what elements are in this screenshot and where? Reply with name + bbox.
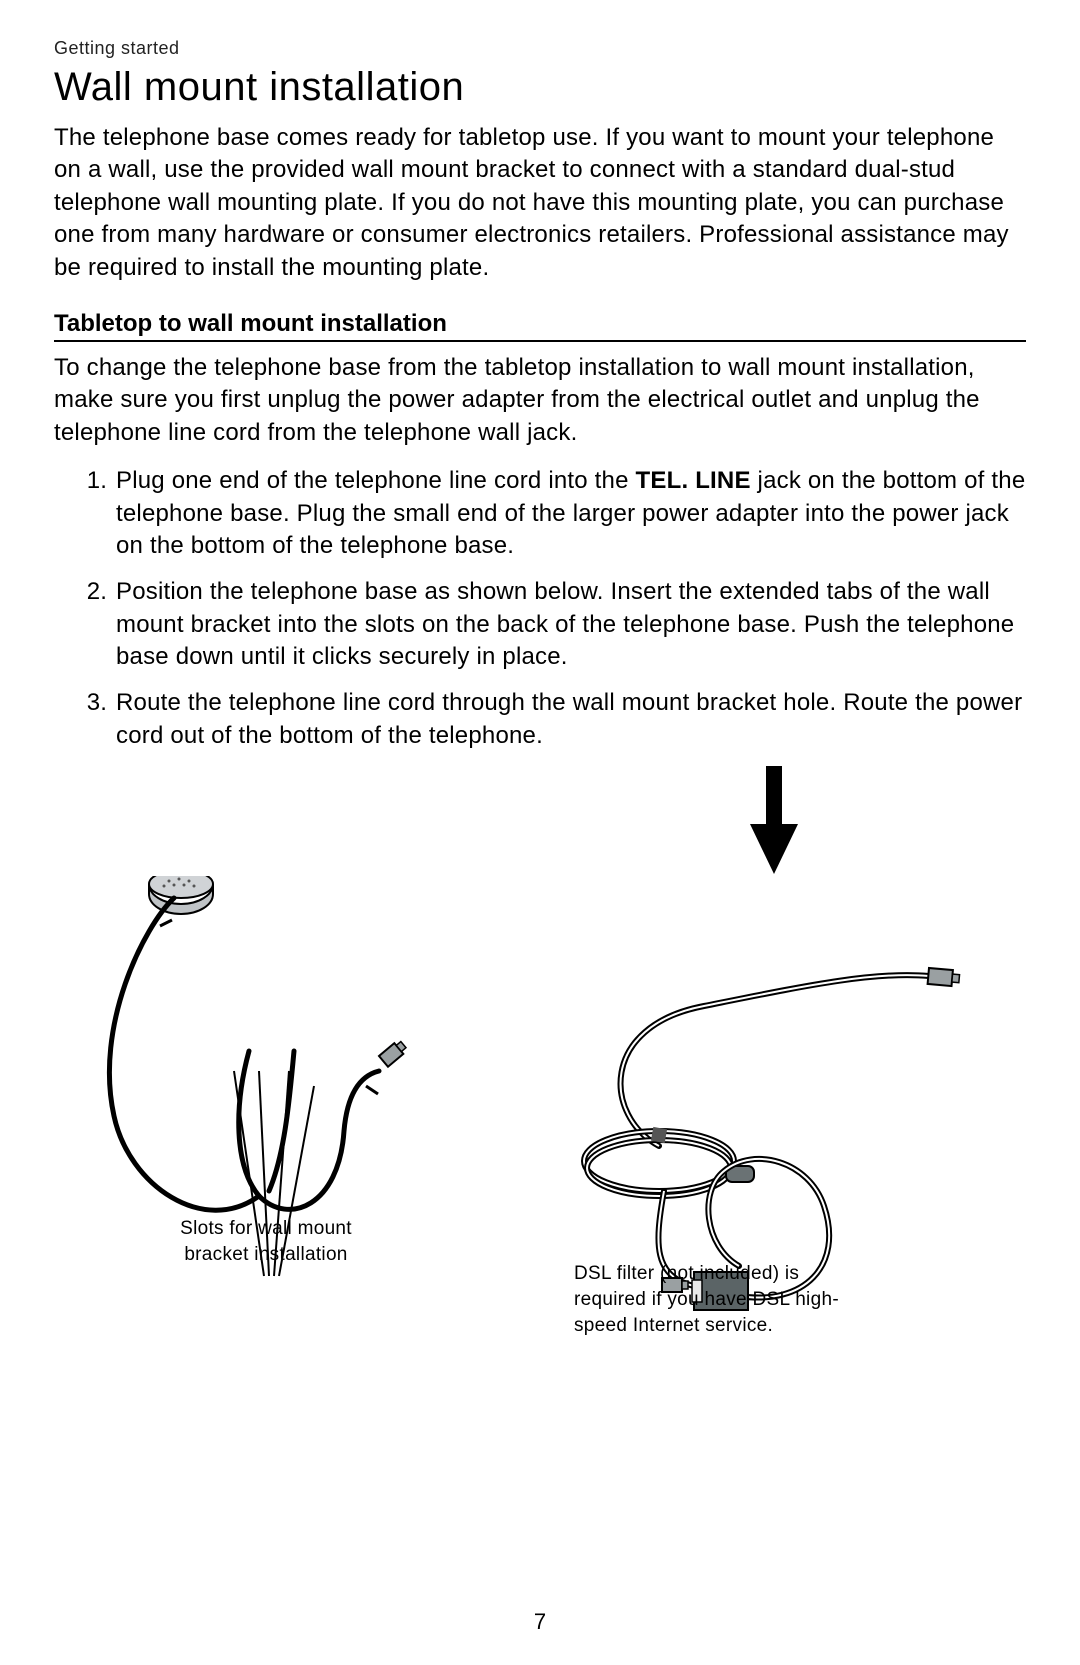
step1-pre: Plug one end of the telephone line cord …	[116, 467, 636, 494]
plug-icon	[379, 1040, 408, 1067]
down-arrow-icon	[744, 766, 804, 881]
breadcrumb: Getting started	[54, 38, 1026, 59]
left-caption: Slots for wall mount bracket installatio…	[146, 1216, 386, 1267]
lead-paragraph: To change the telephone base from the ta…	[54, 352, 1026, 449]
intro-paragraph: The telephone base comes ready for table…	[54, 122, 1026, 284]
plug-icon	[928, 968, 960, 987]
instruction-step-3: Route the telephone line cord through th…	[114, 687, 1026, 752]
instruction-step-1: Plug one end of the telephone line cord …	[114, 465, 1026, 562]
right-caption: DSL filter (not included) is required if…	[574, 1261, 874, 1338]
step1-bold: TEL. LINE	[636, 467, 751, 494]
speaker-icon	[149, 876, 213, 914]
figure-area: Slots for wall mount bracket installatio…	[54, 766, 1026, 1486]
manual-page: Getting started Wall mount installation …	[0, 0, 1080, 1665]
instruction-step-2: Position the telephone base as shown bel…	[114, 576, 1026, 673]
instruction-list: Plug one end of the telephone line cord …	[54, 465, 1026, 752]
page-title: Wall mount installation	[54, 65, 1026, 110]
page-number: 7	[0, 1609, 1080, 1635]
section-subheading: Tabletop to wall mount installation	[54, 310, 1026, 342]
